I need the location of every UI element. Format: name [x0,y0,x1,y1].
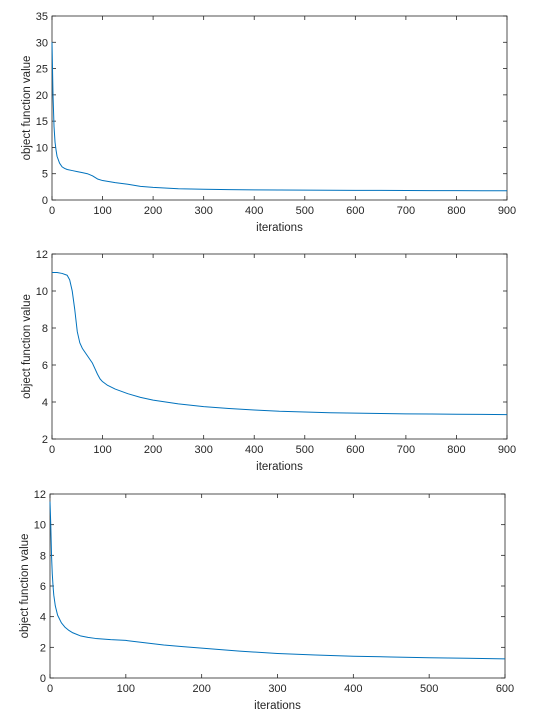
x-tick-label: 100 [93,444,111,456]
y-tick-label: 12 [34,489,46,501]
y-axis-label: object function value [21,294,33,399]
y-tick-label: 12 [36,249,48,261]
series-line [51,42,508,192]
x-tick-label: 600 [346,205,364,217]
y-tick-label: 0 [42,195,48,207]
x-tick-label: 300 [194,205,212,217]
x-tick-label: 200 [192,683,210,695]
x-tick-label: 0 [47,683,53,695]
x-tick-label: 700 [397,444,415,456]
y-tick-label: 6 [40,581,46,593]
x-tick-label: 0 [49,444,55,456]
x-tick-label: 900 [498,444,516,456]
axes-box [49,493,506,679]
y-tick-label: 20 [36,90,48,102]
x-tick-label: 800 [447,444,465,456]
x-tick-label: 100 [117,683,135,695]
x-tick-label: 500 [420,683,438,695]
series-line [52,272,508,416]
x-tick-label: 300 [194,444,212,456]
x-tick-label: 400 [245,444,263,456]
x-axis-label: iterations [256,222,303,234]
x-tick-label: 600 [496,683,514,695]
y-tick-label: 8 [42,323,48,335]
axes-box [51,15,508,201]
x-tick-label: 700 [397,205,415,217]
y-tick-label: 15 [36,116,48,128]
x-tick-label: 300 [268,683,286,695]
x-axis-label: iterations [254,700,301,712]
chart-panel-2: 0 100 200 300 400 500 600 700 800 900 2 4 6 8 10 12 iter… [21,249,516,473]
x-tick-label: 600 [346,444,364,456]
x-tick-label: 0 [49,205,55,217]
y-tick-label: 8 [40,550,46,562]
y-tick-label: 30 [36,37,48,49]
y-tick-label: 10 [36,286,48,298]
x-tick-label: 200 [144,444,162,456]
x-tick-label: 200 [144,205,162,217]
x-tick-label: 100 [93,205,111,217]
y-tick-label: 35 [36,11,48,23]
y-tick-label: 0 [40,673,46,685]
y-tick-label: 5 [42,169,48,181]
y-axis-label: object function value [21,56,33,161]
axes-box [51,253,508,440]
x-tick-label: 900 [498,205,516,217]
x-tick-label: 500 [296,205,314,217]
series-line [49,501,506,660]
y-tick-label: 4 [42,397,48,409]
chart-panel-3: 0 100 200 300 400 500 600 0 2 4 6 8 10 12 iterations ob… [19,489,514,712]
y-tick-label: 2 [42,434,48,446]
x-tick-label: 800 [447,205,465,217]
y-tick-label: 2 [40,642,46,654]
y-axis-label: object function value [19,534,31,639]
chart-panel-1: 0 100 200 300 400 500 600 700 800 900 0 5 10 15 20 25 30… [21,11,516,234]
y-tick-label: 10 [36,142,48,154]
y-tick-label: 6 [42,360,48,372]
y-tick-label: 10 [34,520,46,532]
x-tick-label: 400 [245,205,263,217]
y-tick-label: 4 [40,612,46,624]
x-axis-label: iterations [256,461,303,473]
x-tick-label: 500 [296,444,314,456]
x-tick-label: 400 [344,683,362,695]
y-tick-label: 25 [36,64,48,76]
